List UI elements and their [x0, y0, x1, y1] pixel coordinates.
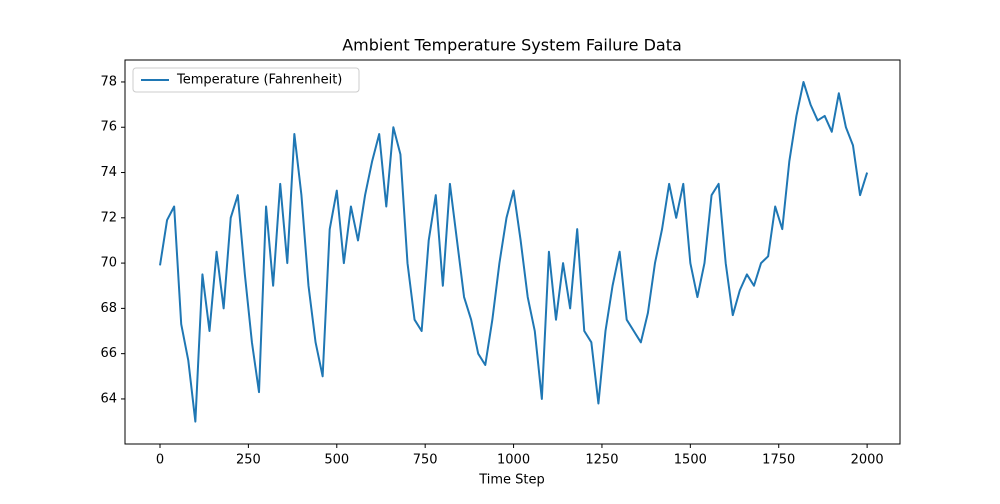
x-tick-label: 1250: [585, 453, 618, 468]
plot-frame: [124, 59, 901, 445]
y-tick-label: 70: [100, 256, 117, 271]
y-tick-label: 76: [100, 120, 117, 135]
x-tick-label: 1000: [497, 453, 530, 468]
x-tick-label: 2000: [851, 453, 884, 468]
x-tick-label: 750: [413, 453, 438, 468]
y-tick-label: 74: [100, 165, 117, 180]
y-tick-label: 66: [100, 346, 117, 361]
x-tick-label: 1750: [762, 453, 795, 468]
y-tick-label: 72: [100, 210, 117, 225]
x-tick-label: 250: [236, 453, 261, 468]
x-tick-label: 500: [324, 453, 349, 468]
line: [159, 80, 869, 423]
chart-title: Ambient Temperature System Failure Data: [342, 36, 682, 55]
y-tick-label: 68: [100, 301, 117, 316]
x-tick-label: 1500: [674, 453, 707, 468]
x-tick-label: 0: [156, 453, 164, 468]
legend-label: Temperature (Fahrenheit): [176, 73, 342, 88]
y-tick-label: 64: [100, 391, 117, 406]
legend-box: [132, 67, 360, 93]
y-tick-label: 78: [100, 74, 117, 89]
x-axis-label: Time Step: [478, 473, 545, 488]
